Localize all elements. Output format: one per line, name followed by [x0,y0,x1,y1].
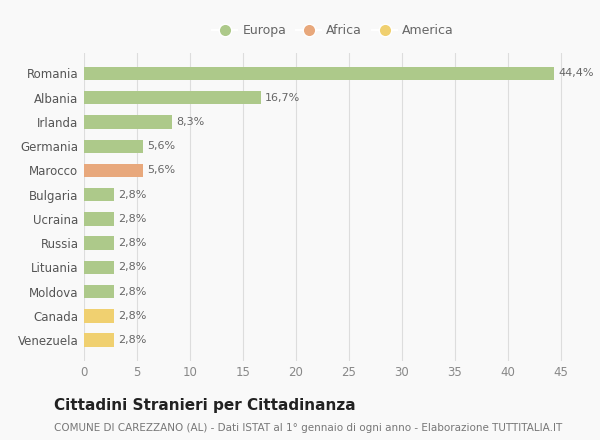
Bar [84,309,113,323]
Legend: Europa, Africa, America: Europa, Africa, America [207,19,459,42]
Text: 2,8%: 2,8% [118,214,146,224]
Text: Cittadini Stranieri per Cittadinanza: Cittadini Stranieri per Cittadinanza [54,398,356,413]
Bar [84,115,172,128]
Bar [84,261,113,274]
Text: 5,6%: 5,6% [148,141,176,151]
Text: 2,8%: 2,8% [118,311,146,321]
Bar [84,188,113,202]
Bar [84,139,143,153]
Bar [84,334,113,347]
Bar [84,67,554,80]
Text: 2,8%: 2,8% [118,190,146,200]
Text: COMUNE DI CAREZZANO (AL) - Dati ISTAT al 1° gennaio di ogni anno - Elaborazione : COMUNE DI CAREZZANO (AL) - Dati ISTAT al… [54,423,562,433]
Bar [84,236,113,250]
Text: 5,6%: 5,6% [148,165,176,176]
Text: 16,7%: 16,7% [265,93,301,103]
Bar [84,91,261,104]
Text: 2,8%: 2,8% [118,335,146,345]
Bar [84,164,143,177]
Bar [84,285,113,298]
Bar [84,212,113,226]
Text: 2,8%: 2,8% [118,238,146,248]
Text: 2,8%: 2,8% [118,262,146,272]
Text: 2,8%: 2,8% [118,286,146,297]
Text: 44,4%: 44,4% [559,69,594,78]
Text: 8,3%: 8,3% [176,117,205,127]
